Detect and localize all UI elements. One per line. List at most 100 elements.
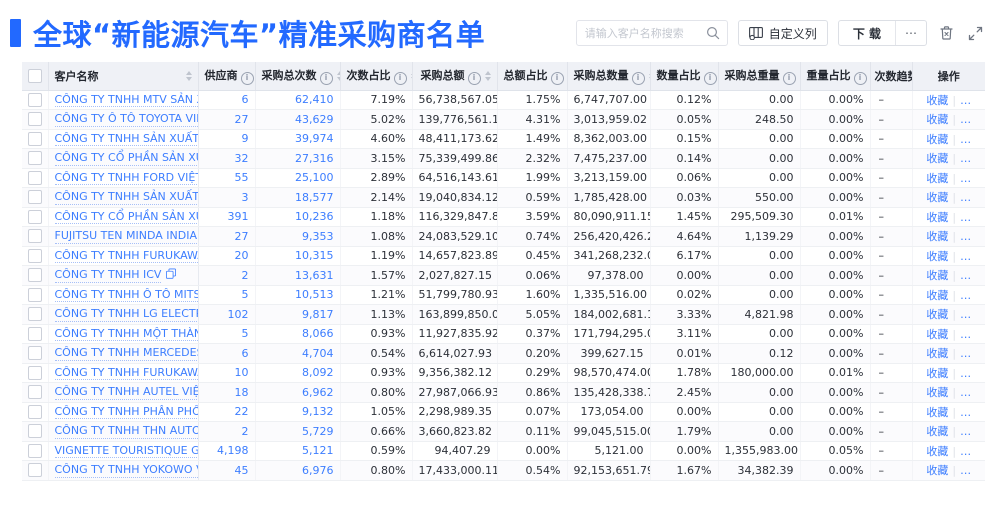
customer-name-link[interactable]: CÔNG TY TNHH PHÂN PHỐI T...: [54, 404, 197, 420]
favorite-button[interactable]: 收藏: [926, 327, 949, 341]
supplier-count-value[interactable]: 22: [234, 405, 249, 419]
search-input[interactable]: [576, 26, 727, 40]
favorite-button[interactable]: 收藏: [926, 171, 949, 185]
select-all-checkbox[interactable]: [27, 68, 42, 83]
row-more-button[interactable]: …: [960, 249, 972, 263]
purchase-count-value[interactable]: 10,236: [295, 210, 334, 224]
row-checkbox[interactable]: [27, 112, 42, 127]
favorite-button[interactable]: 收藏: [926, 444, 949, 458]
supplier-count-value[interactable]: 18: [234, 385, 249, 399]
row-more-button[interactable]: …: [960, 425, 972, 439]
column-header-customer-name[interactable]: 客户名称: [48, 62, 199, 91]
supplier-count-value[interactable]: 6: [241, 346, 249, 360]
purchase-count-value[interactable]: 8,066: [302, 327, 334, 341]
customize-columns-button[interactable]: 自定义列: [737, 20, 828, 46]
row-checkbox[interactable]: [27, 326, 42, 341]
search-icon[interactable]: [706, 26, 720, 40]
customer-name-link[interactable]: CÔNG TY TNHH FURUKAWA A...: [54, 248, 197, 264]
purchase-count-value[interactable]: 27,316: [295, 151, 334, 165]
delete-button[interactable]: [937, 23, 956, 43]
row-more-button[interactable]: …: [960, 269, 972, 283]
column-header-amount-share[interactable]: 总额占比 i: [497, 62, 568, 91]
row-more-button[interactable]: …: [960, 210, 972, 224]
favorite-button[interactable]: 收藏: [926, 366, 949, 380]
supplier-count-value[interactable]: 391: [227, 210, 249, 224]
favorite-button[interactable]: 收藏: [926, 93, 949, 107]
row-more-button[interactable]: …: [960, 191, 972, 205]
supplier-count-value[interactable]: 20: [234, 249, 249, 263]
column-header-count-share[interactable]: 次数占比 i: [340, 62, 413, 91]
supplier-count-value[interactable]: 9: [241, 132, 249, 146]
row-checkbox[interactable]: [27, 268, 42, 283]
customer-name-link[interactable]: CÔNG TY CỔ PHẦN SẢN XUẤT...: [54, 151, 197, 166]
row-checkbox[interactable]: [27, 365, 42, 380]
row-more-button[interactable]: …: [960, 405, 972, 419]
favorite-button[interactable]: 收藏: [926, 386, 949, 400]
supplier-count-value[interactable]: 27: [234, 112, 249, 126]
purchase-count-value[interactable]: 9,817: [302, 307, 334, 321]
purchase-count-value[interactable]: 39,974: [295, 132, 334, 146]
customer-name-link[interactable]: CÔNG TY TNHH AUTEL VIỆT N...: [54, 385, 197, 400]
download-more-button[interactable]: ⋯: [895, 21, 926, 45]
supplier-count-value[interactable]: 2: [241, 424, 249, 438]
column-header-purchase-weight[interactable]: 采购总重量 i: [718, 62, 801, 91]
row-more-button[interactable]: …: [960, 386, 972, 400]
row-checkbox[interactable]: [27, 151, 42, 166]
favorite-button[interactable]: 收藏: [926, 347, 949, 361]
customer-name-link[interactable]: CÔNG TY TNHH MỘT THÀNH V...: [54, 326, 197, 342]
customer-name-link[interactable]: VIGNETTE TOURISTIQUE G UNI...: [54, 443, 197, 459]
favorite-button[interactable]: 收藏: [926, 230, 949, 244]
customer-name-link[interactable]: CÔNG TY TNHH SẢN XUẤT VÀ ...: [54, 131, 197, 147]
row-checkbox[interactable]: [27, 131, 42, 146]
favorite-button[interactable]: 收藏: [926, 191, 949, 205]
supplier-count-value[interactable]: 55: [234, 171, 249, 185]
favorite-button[interactable]: 收藏: [926, 405, 949, 419]
row-more-button[interactable]: …: [960, 288, 972, 302]
row-checkbox[interactable]: [27, 229, 42, 244]
row-checkbox[interactable]: [27, 287, 42, 302]
column-header-purchase-quantity[interactable]: 采购总数量 i: [567, 62, 651, 91]
customer-name-link[interactable]: CÔNG TY Ô TÔ TOYOTA VIỆT ...: [54, 112, 197, 127]
customer-name-link[interactable]: CÔNG TY TNHH YOKOWO VIỆT...: [54, 463, 197, 478]
favorite-button[interactable]: 收藏: [926, 210, 949, 224]
supplier-count-value[interactable]: 2: [241, 268, 249, 282]
row-checkbox[interactable]: [27, 92, 42, 107]
purchase-count-value[interactable]: 8,092: [302, 366, 334, 380]
purchase-count-value[interactable]: 62,410: [295, 93, 334, 107]
customer-name-link[interactable]: CÔNG TY TNHH MTV SẢN XUẤ...: [54, 92, 197, 108]
customer-name-link[interactable]: CÔNG TY TNHH MERCEDES-B...: [54, 346, 197, 361]
row-more-button[interactable]: …: [960, 93, 972, 107]
favorite-button[interactable]: 收藏: [926, 269, 949, 283]
row-more-button[interactable]: …: [960, 464, 972, 478]
purchase-count-value[interactable]: 13,631: [295, 268, 334, 282]
row-checkbox[interactable]: [27, 443, 42, 458]
row-checkbox[interactable]: [27, 463, 42, 478]
favorite-button[interactable]: 收藏: [926, 425, 949, 439]
row-checkbox[interactable]: [27, 424, 42, 439]
row-more-button[interactable]: …: [960, 308, 972, 322]
row-more-button[interactable]: …: [960, 171, 972, 185]
fullscreen-button[interactable]: [966, 24, 985, 43]
row-checkbox[interactable]: [27, 209, 42, 224]
favorite-button[interactable]: 收藏: [926, 464, 949, 478]
favorite-button[interactable]: 收藏: [926, 308, 949, 322]
supplier-count-value[interactable]: 6: [241, 93, 249, 107]
customer-name-link[interactable]: CÔNG TY TNHH FURUKAWA A...: [54, 365, 197, 381]
row-checkbox[interactable]: [27, 385, 42, 400]
favorite-button[interactable]: 收藏: [926, 113, 949, 127]
customer-name-link[interactable]: CÔNG TY CỔ PHẦN SẢN XUẤT...: [54, 209, 197, 225]
row-checkbox[interactable]: [27, 346, 42, 361]
customer-name-link[interactable]: CÔNG TY TNHH LG ELECTRON...: [54, 307, 197, 322]
favorite-button[interactable]: 收藏: [926, 288, 949, 302]
row-checkbox[interactable]: [27, 404, 42, 419]
purchase-count-value[interactable]: 4,704: [302, 346, 334, 360]
row-checkbox[interactable]: [27, 307, 42, 322]
sort-icon[interactable]: [648, 70, 649, 81]
customer-name-link[interactable]: CÔNG TY TNHH THN AUTOPAR...: [54, 424, 197, 439]
copy-icon[interactable]: [166, 268, 177, 282]
row-more-button[interactable]: …: [960, 152, 972, 166]
purchase-count-value[interactable]: 9,353: [302, 229, 334, 243]
sort-icon[interactable]: [185, 70, 192, 81]
row-more-button[interactable]: …: [960, 327, 972, 341]
purchase-count-value[interactable]: 5,729: [302, 424, 334, 438]
